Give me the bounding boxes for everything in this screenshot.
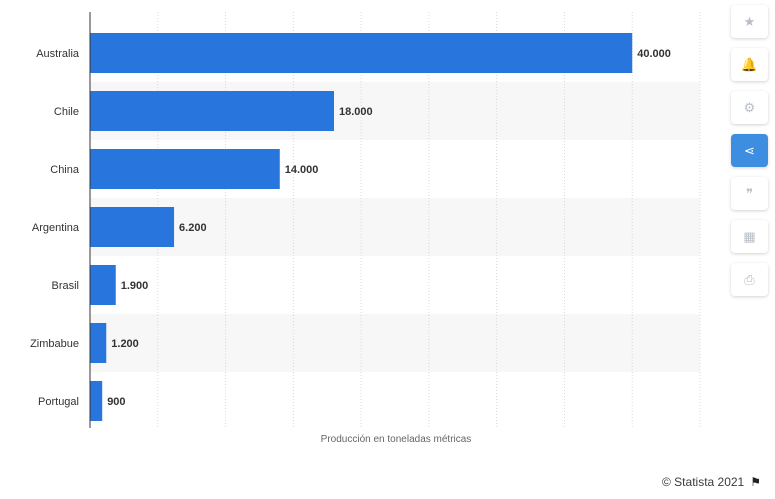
bar-zimbabue [90,323,107,363]
print-button[interactable]: ⎙ [731,263,768,296]
gridlines [157,12,701,428]
bar-chile [90,91,334,131]
favorite-button[interactable]: ★ [731,5,768,38]
row-stripe [90,198,700,256]
category-label: Argentina [32,222,80,234]
value-label: 18.000 [339,106,373,118]
footer: © Statista 2021 ⚑ [662,475,761,489]
share-icon: ⋖ [744,142,755,158]
category-label: Zimbabue [30,338,79,350]
row-stripes [90,82,700,372]
value-label: 900 [107,396,125,408]
quote-icon: ❞ [746,185,753,201]
value-labels: 40.000 18.000 14.000 6.200 1.900 1.200 900 [107,48,671,408]
category-label: China [50,164,80,176]
share-button[interactable]: ⋖ [731,134,768,167]
flag-icon[interactable]: ⚑ [750,475,761,489]
value-label: 40.000 [637,48,671,60]
category-label: Australia [36,48,80,60]
value-label: 6.200 [179,222,207,234]
category-labels: Australia Chile China Argentina Brasil Zimbab… [30,48,80,408]
side-toolbar: ★ 🔔 ⚙ ⋖ ❞ ▦ ⎙ [731,5,768,306]
uk-flag-icon: ▦ [743,228,756,244]
star-icon: ★ [743,13,756,29]
category-label: Chile [54,106,79,118]
printer-icon: ⎙ [744,271,755,287]
bar-portugal [90,381,103,421]
bar-brasil [90,265,116,305]
category-label: Portugal [38,396,79,408]
cite-button[interactable]: ❞ [731,177,768,210]
language-button[interactable]: ▦ [731,220,768,253]
bar-argentina [90,207,175,247]
bar-china [90,149,280,189]
value-label: 14.000 [285,164,319,176]
value-label: 1.200 [111,338,139,350]
category-label: Brasil [51,280,79,292]
bell-icon: 🔔 [741,56,758,72]
x-axis-label: Producción en toneladas métricas [321,434,472,445]
copyright-text: © Statista 2021 [662,475,745,489]
bars [90,33,633,421]
settings-button[interactable]: ⚙ [731,91,768,124]
gear-icon: ⚙ [743,99,756,115]
notification-button[interactable]: 🔔 [731,48,768,81]
bar-australia [90,33,633,73]
value-label: 1.900 [121,280,149,292]
row-stripe [90,314,700,372]
